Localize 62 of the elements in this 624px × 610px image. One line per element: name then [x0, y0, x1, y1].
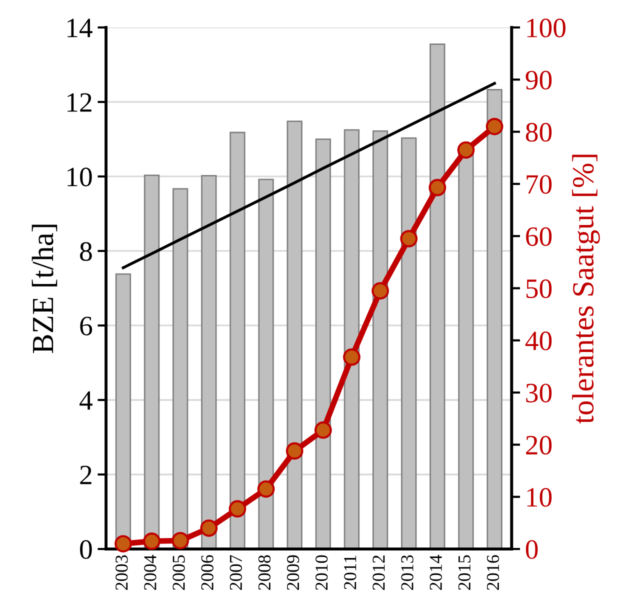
y2-tick-label: 50	[526, 279, 552, 298]
y-tick-label: 2	[80, 466, 92, 484]
bar	[286, 120, 302, 549]
y-tick-label: 10	[68, 168, 92, 186]
y2-tick-label: 20	[526, 436, 552, 455]
x-tick-label: 2011	[344, 556, 356, 590]
line-series	[122, 82, 496, 270]
x-tick-label: 2015	[458, 555, 470, 590]
bar	[344, 129, 360, 549]
point	[257, 480, 275, 498]
bar	[144, 174, 160, 549]
point	[286, 442, 304, 460]
x-tick-label: 2016	[486, 555, 500, 590]
bar	[372, 130, 388, 549]
bar	[230, 132, 246, 549]
point	[428, 178, 446, 196]
y2-tick-label: 100	[527, 18, 566, 38]
x-tick-label: 2005	[172, 555, 185, 590]
y2-tick-label: 10	[527, 488, 552, 507]
bar	[172, 188, 188, 549]
x-tick-label: 2004	[144, 554, 156, 590]
x-tick-label: 2007	[230, 555, 242, 590]
y2-tick-label: 90	[526, 70, 552, 90]
bar	[315, 138, 331, 549]
x-tick-label: 2003	[116, 555, 128, 590]
x-tick-label: 2014	[430, 554, 442, 590]
y2-tick-label: 0	[526, 540, 538, 559]
y-axis-title: BZE [t/ha]	[32, 224, 58, 354]
y-tick-label: 0	[80, 540, 92, 559]
x-tick-label: 2012	[372, 556, 385, 590]
point	[200, 519, 218, 537]
bar	[430, 44, 446, 549]
y-tick-label: 14	[68, 18, 92, 38]
x-tick-label: 2006	[201, 555, 214, 590]
y-tick-label: 12	[68, 93, 92, 112]
point	[314, 421, 332, 439]
point	[172, 532, 190, 550]
x-tick-label: 2013	[401, 555, 414, 590]
point	[400, 230, 418, 248]
y2-tick-label: 40	[525, 332, 552, 350]
x-tick-label: 2008	[258, 555, 271, 590]
y2-tick-label: 60	[526, 227, 552, 246]
y2-tick-label: 30	[526, 384, 552, 402]
point	[114, 535, 132, 552]
bar	[258, 178, 274, 549]
bar	[486, 88, 502, 549]
y2-axis-title: tolerantes Saatgut [%]	[572, 154, 600, 424]
y-tick-label: 8	[80, 242, 92, 261]
y2-tick-label: 80	[526, 122, 552, 142]
bar	[201, 175, 217, 549]
y2-tick-label: 70	[526, 175, 552, 194]
y-tick-label: 4	[80, 391, 92, 410]
point	[486, 118, 504, 136]
point	[457, 141, 475, 159]
point	[372, 282, 389, 300]
point	[228, 500, 246, 518]
point	[143, 532, 160, 550]
x-tick-label: 2010	[315, 555, 328, 590]
x-tick-label: 2009	[286, 555, 300, 590]
y-tick-label: 6	[80, 316, 92, 336]
bar	[401, 137, 417, 549]
point	[343, 348, 360, 366]
